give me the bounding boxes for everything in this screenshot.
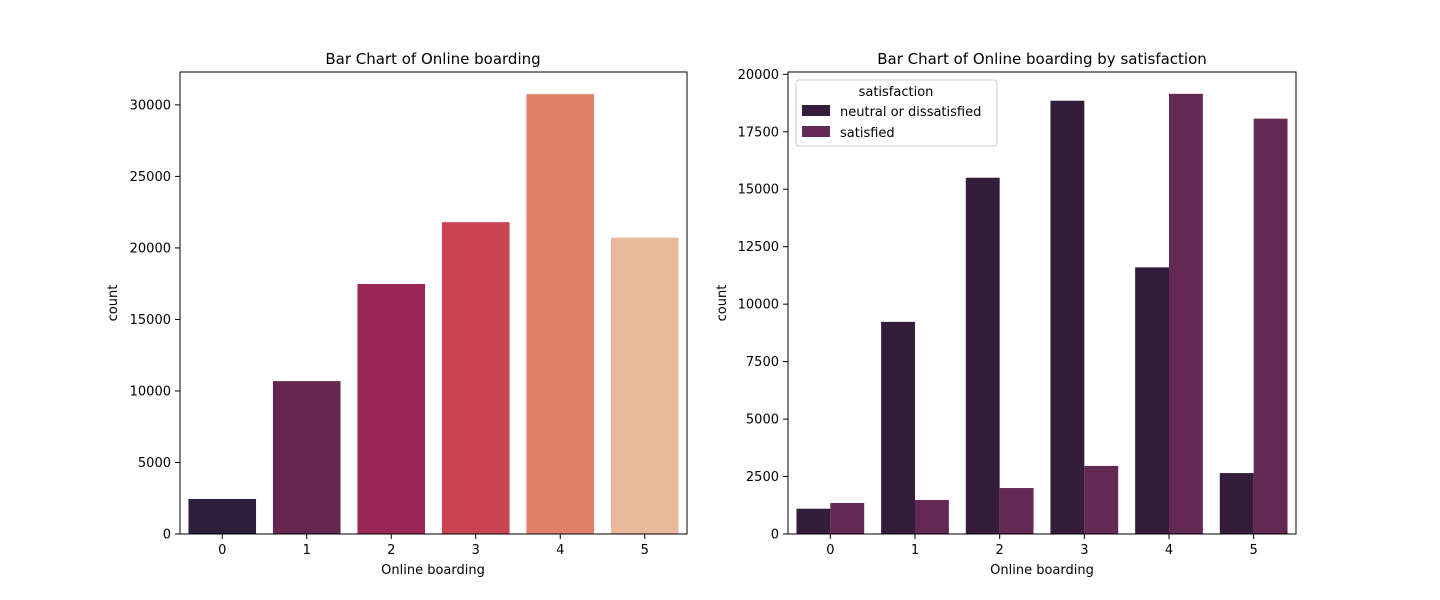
legend-title: satisfaction [859, 85, 934, 100]
bar-5 [610, 237, 679, 535]
plot-frame [179, 71, 688, 535]
bar-5-series-1 [1253, 118, 1288, 534]
bars [796, 93, 1288, 535]
x-tick-label: 0 [826, 543, 834, 558]
y-tick-label: 17500 [738, 125, 779, 140]
x-tick-label: 1 [911, 543, 919, 558]
bar-2-series-1 [999, 488, 1034, 534]
x-tick-label: 3 [472, 543, 480, 558]
x-tick-label: 5 [1250, 543, 1258, 558]
bar-3 [441, 222, 510, 534]
y-tick-label: 30000 [130, 98, 171, 113]
y-tick-label: 20000 [738, 68, 779, 83]
bar-1 [272, 381, 341, 534]
legend-swatch [802, 126, 830, 137]
legend-swatch [802, 105, 830, 116]
y-tick-label: 5000 [138, 456, 171, 471]
bar-0-series-1 [830, 502, 865, 534]
y-tick-label: 15000 [130, 313, 171, 328]
y-tick-label: 10000 [130, 384, 171, 399]
y-axis-ticks: 0 5000 10000 15000 20000 25000 30000 [130, 98, 180, 543]
y-tick-label: 7500 [746, 355, 779, 370]
bar-1-series-1 [915, 499, 949, 534]
x-tick-label: 3 [1080, 543, 1088, 558]
x-tick-label: 1 [303, 543, 311, 558]
y-tick-label: 0 [163, 528, 171, 543]
legend-box [795, 79, 998, 147]
x-tick-label: 2 [387, 543, 395, 558]
y-axis-label: count [715, 285, 730, 322]
legend-label: neutral or dissatisfied [840, 105, 981, 120]
chart-online-boarding-by-satisfaction: Bar Chart of Online boarding by satisfac… [715, 50, 1297, 578]
x-axis-label: Online boarding [381, 563, 485, 578]
bar-4-series-1 [1169, 93, 1203, 535]
x-axis-ticks: 0 1 2 3 4 5 [826, 534, 1258, 558]
y-axis-ticks: 0 2500 5000 7500 10000 12500 15000 17500 20000 [738, 68, 788, 543]
y-tick-label: 2500 [746, 470, 779, 485]
bars [188, 94, 679, 535]
bar-0 [188, 498, 257, 534]
plot-frame [787, 71, 1297, 535]
y-tick-label: 5000 [746, 413, 779, 428]
bar-3-series-1 [1084, 465, 1119, 534]
x-axis-ticks: 0 1 2 3 4 5 [218, 534, 649, 558]
x-tick-label: 0 [218, 543, 226, 558]
y-tick-label: 25000 [130, 170, 171, 185]
chart-online-boarding: Bar Chart of Online boarding 0 5000 10000 1… [106, 50, 688, 578]
chart-title: Bar Chart of Online boarding [325, 50, 540, 68]
legend-label: satisfied [840, 126, 895, 141]
x-tick-label: 5 [641, 543, 649, 558]
chart-title: Bar Chart of Online boarding by satisfac… [877, 50, 1207, 68]
bar-0-series-0 [796, 508, 831, 534]
y-tick-label: 15000 [738, 183, 779, 198]
bar-4 [526, 94, 595, 534]
x-tick-label: 4 [1165, 543, 1173, 558]
y-tick-label: 10000 [738, 298, 779, 313]
bar-5-series-0 [1219, 473, 1254, 534]
x-axis-label: Online boarding [990, 563, 1094, 578]
y-axis-label: count [106, 285, 121, 322]
y-tick-label: 0 [771, 528, 779, 543]
y-tick-label: 12500 [738, 240, 779, 255]
bar-1-series-0 [881, 321, 915, 534]
x-tick-label: 2 [996, 543, 1004, 558]
bar-3-series-0 [1050, 100, 1085, 534]
bar-2-series-0 [965, 177, 1000, 535]
y-tick-label: 20000 [130, 241, 171, 256]
bar-4-series-0 [1135, 267, 1169, 534]
bar-2 [357, 283, 426, 534]
legend: satisfaction neutral or dissatisfied sat… [795, 79, 998, 147]
x-tick-label: 4 [556, 543, 564, 558]
